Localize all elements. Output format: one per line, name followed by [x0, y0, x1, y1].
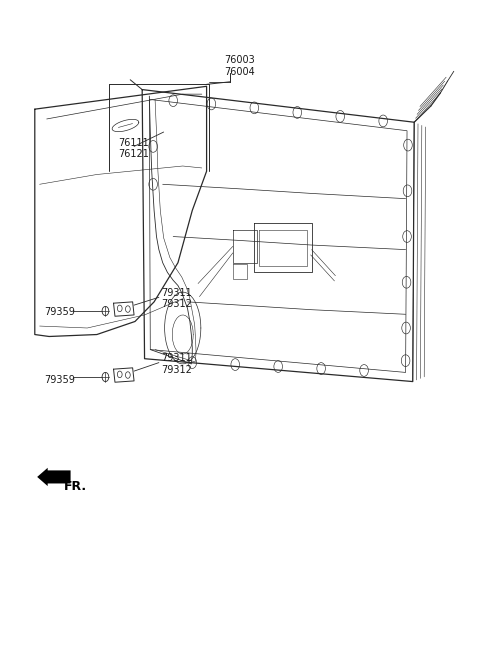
Text: 76003
76004: 76003 76004 [225, 55, 255, 77]
Text: 79311
79312: 79311 79312 [161, 288, 192, 310]
Text: 79359: 79359 [44, 306, 75, 317]
Text: 79359: 79359 [44, 375, 75, 385]
FancyArrow shape [37, 468, 71, 486]
Text: 79311
79312: 79311 79312 [161, 353, 192, 375]
Text: 76111
76121: 76111 76121 [118, 138, 149, 159]
Text: FR.: FR. [63, 480, 86, 493]
